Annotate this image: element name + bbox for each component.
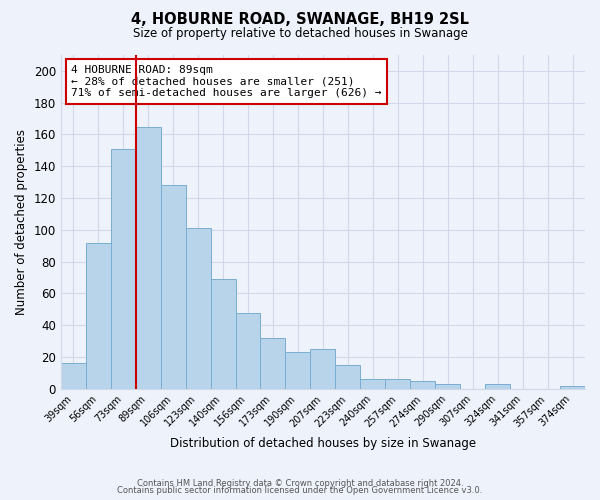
Bar — [385, 380, 410, 389]
Text: Contains HM Land Registry data © Crown copyright and database right 2024.: Contains HM Land Registry data © Crown c… — [137, 478, 463, 488]
Text: Contains public sector information licensed under the Open Government Licence v3: Contains public sector information licen… — [118, 486, 482, 495]
Text: 4 HOBURNE ROAD: 89sqm
← 28% of detached houses are smaller (251)
71% of semi-det: 4 HOBURNE ROAD: 89sqm ← 28% of detached … — [71, 65, 382, 98]
Bar — [260, 338, 286, 389]
Bar — [111, 149, 136, 389]
Bar — [435, 384, 460, 389]
Bar — [211, 279, 236, 389]
Bar — [361, 380, 385, 389]
Bar — [560, 386, 585, 389]
Bar — [86, 242, 111, 389]
Bar — [61, 364, 86, 389]
Text: 4, HOBURNE ROAD, SWANAGE, BH19 2SL: 4, HOBURNE ROAD, SWANAGE, BH19 2SL — [131, 12, 469, 28]
Bar — [136, 126, 161, 389]
Text: Size of property relative to detached houses in Swanage: Size of property relative to detached ho… — [133, 28, 467, 40]
Bar — [185, 228, 211, 389]
Bar — [410, 381, 435, 389]
Bar — [236, 312, 260, 389]
Y-axis label: Number of detached properties: Number of detached properties — [15, 129, 28, 315]
Bar — [161, 186, 185, 389]
X-axis label: Distribution of detached houses by size in Swanage: Distribution of detached houses by size … — [170, 437, 476, 450]
Bar — [335, 365, 361, 389]
Bar — [485, 384, 510, 389]
Bar — [310, 349, 335, 389]
Bar — [286, 352, 310, 389]
